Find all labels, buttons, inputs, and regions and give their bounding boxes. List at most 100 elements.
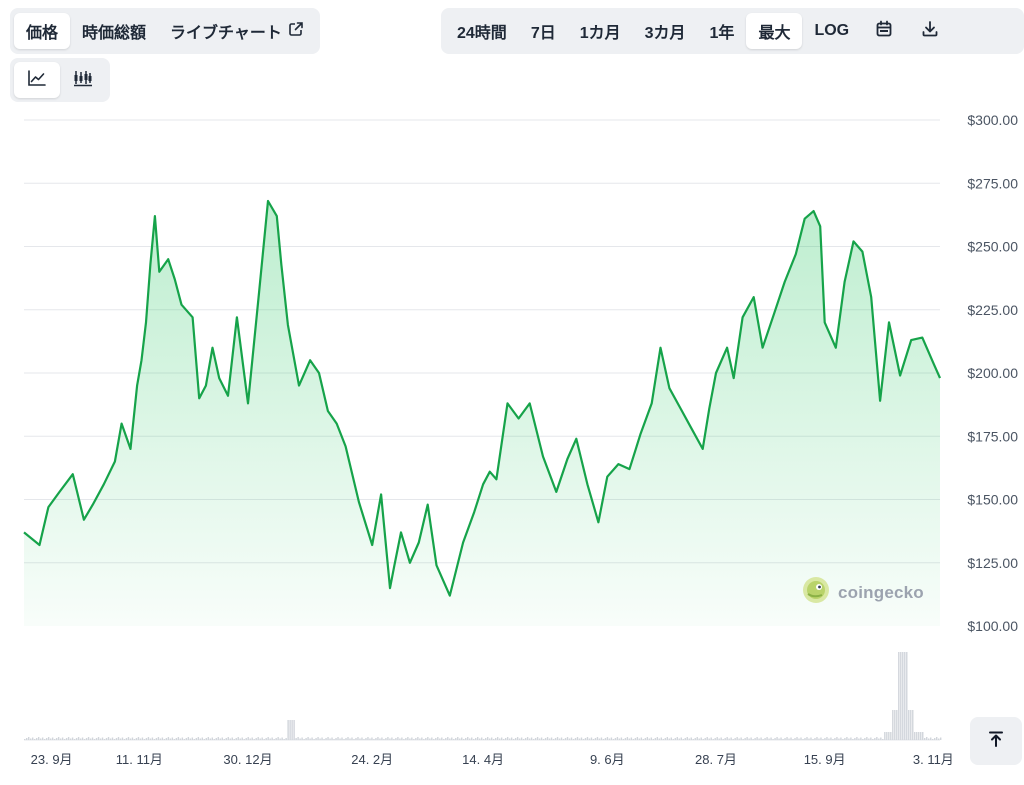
volume-bar bbox=[67, 737, 70, 740]
volume-bar bbox=[199, 738, 202, 740]
scroll-top-button[interactable] bbox=[970, 717, 1022, 765]
range-24h-button[interactable]: 24時間 bbox=[445, 13, 519, 49]
volume-bar bbox=[97, 737, 100, 740]
volume-bar bbox=[700, 737, 702, 740]
range-3m-button-label: 3カ月 bbox=[644, 25, 686, 42]
range-7d-button[interactable]: 7日 bbox=[519, 13, 568, 49]
range-1y-button[interactable]: 1年 bbox=[698, 13, 747, 49]
volume-bar bbox=[644, 738, 647, 740]
volume-bar bbox=[926, 737, 928, 740]
volume-bar bbox=[848, 738, 850, 740]
download-button[interactable] bbox=[907, 13, 953, 49]
volume-bar bbox=[672, 739, 674, 740]
volume-bar bbox=[892, 710, 894, 740]
volume-bar bbox=[393, 739, 395, 740]
volume-bar bbox=[417, 737, 419, 740]
volume-bar bbox=[904, 652, 906, 740]
volume-bar bbox=[518, 738, 521, 740]
price-point bbox=[922, 337, 924, 339]
range-1m-button[interactable]: 1カ月 bbox=[568, 13, 633, 49]
volume-bar bbox=[562, 739, 565, 740]
range-3m-button[interactable]: 3カ月 bbox=[633, 13, 698, 49]
volume-bar bbox=[590, 737, 593, 740]
volume-bar bbox=[137, 737, 140, 740]
volume-bar bbox=[475, 738, 477, 740]
volume-bar bbox=[854, 738, 856, 740]
price-point bbox=[899, 375, 901, 377]
volume-bar bbox=[459, 738, 461, 740]
volume-bar bbox=[217, 737, 219, 740]
price-point bbox=[281, 263, 283, 265]
volume-bar bbox=[195, 738, 198, 740]
volume-bar bbox=[570, 737, 573, 740]
volume-bar bbox=[291, 720, 293, 740]
volume-bar bbox=[880, 737, 882, 740]
volume-bar bbox=[207, 737, 209, 740]
tab-price[interactable]: 価格 bbox=[14, 13, 71, 49]
volume-bar bbox=[626, 737, 629, 740]
volume-bar bbox=[401, 737, 403, 740]
volume-bar bbox=[349, 738, 351, 740]
price-point bbox=[709, 408, 711, 410]
volume-bar bbox=[804, 738, 806, 740]
price-point bbox=[529, 403, 531, 405]
volume-bar bbox=[936, 737, 938, 740]
price-point bbox=[83, 519, 85, 521]
price-point bbox=[496, 479, 498, 481]
volume-bar bbox=[508, 738, 511, 740]
volume-bar bbox=[828, 738, 830, 740]
volume-bar bbox=[331, 737, 333, 740]
y-axis-labels: $100.00 $125.00 $150.00 $175.00 $200.00 $225.… bbox=[967, 112, 1018, 634]
volume-bar bbox=[596, 737, 599, 740]
volume-bar bbox=[409, 738, 411, 740]
volume-bar bbox=[225, 738, 227, 740]
volume-bar bbox=[379, 738, 381, 740]
tab-market-cap[interactable]: 時価総額 bbox=[70, 13, 158, 49]
volume-bar bbox=[193, 739, 196, 740]
tab-market-cap-label: 時価総額 bbox=[82, 25, 147, 42]
volume-bar bbox=[117, 737, 120, 740]
volume-bar bbox=[405, 738, 407, 740]
line-chart-button[interactable] bbox=[14, 62, 60, 98]
download-icon bbox=[921, 20, 939, 43]
candlestick-chart-button[interactable] bbox=[60, 62, 106, 98]
volume-bar bbox=[814, 738, 816, 740]
volume-bar bbox=[479, 738, 481, 740]
tab-live-chart[interactable]: ライブチャート bbox=[158, 13, 316, 49]
volume-bar bbox=[115, 738, 118, 740]
volume-bar bbox=[676, 737, 678, 740]
price-line bbox=[23, 199, 942, 597]
volume-bar bbox=[912, 710, 914, 740]
y-tick-label: $225.00 bbox=[967, 302, 1018, 318]
volume-bar bbox=[383, 739, 385, 740]
volume-bar bbox=[914, 732, 916, 740]
range-log-button[interactable]: LOG bbox=[802, 13, 861, 49]
volume-bar bbox=[526, 737, 529, 740]
volume-bar bbox=[930, 737, 932, 740]
price-point bbox=[910, 339, 912, 341]
volume-bar bbox=[634, 738, 637, 740]
volume-bar bbox=[421, 737, 423, 740]
volume-bar bbox=[818, 738, 820, 740]
volume-bar bbox=[53, 739, 56, 740]
volume-bar bbox=[720, 737, 722, 740]
volume-bar bbox=[752, 739, 754, 740]
volume-bar bbox=[429, 738, 431, 740]
volume-bar bbox=[710, 737, 712, 740]
price-point bbox=[587, 484, 589, 486]
volume-bar bbox=[742, 739, 744, 740]
volume-bar bbox=[730, 737, 732, 740]
volume-bar bbox=[285, 738, 287, 740]
volume-bar bbox=[654, 738, 657, 740]
volume-bar bbox=[283, 739, 285, 740]
volume-bar bbox=[824, 738, 826, 740]
volume-bar bbox=[71, 737, 74, 740]
range-max-button[interactable]: 最大 bbox=[746, 13, 803, 49]
calendar-button[interactable] bbox=[861, 13, 907, 49]
volume-bar bbox=[187, 737, 190, 740]
price-point bbox=[212, 347, 214, 349]
price-point bbox=[640, 433, 642, 435]
price-point bbox=[879, 400, 881, 402]
volume-bar bbox=[750, 737, 752, 740]
volume-bar bbox=[494, 738, 497, 740]
